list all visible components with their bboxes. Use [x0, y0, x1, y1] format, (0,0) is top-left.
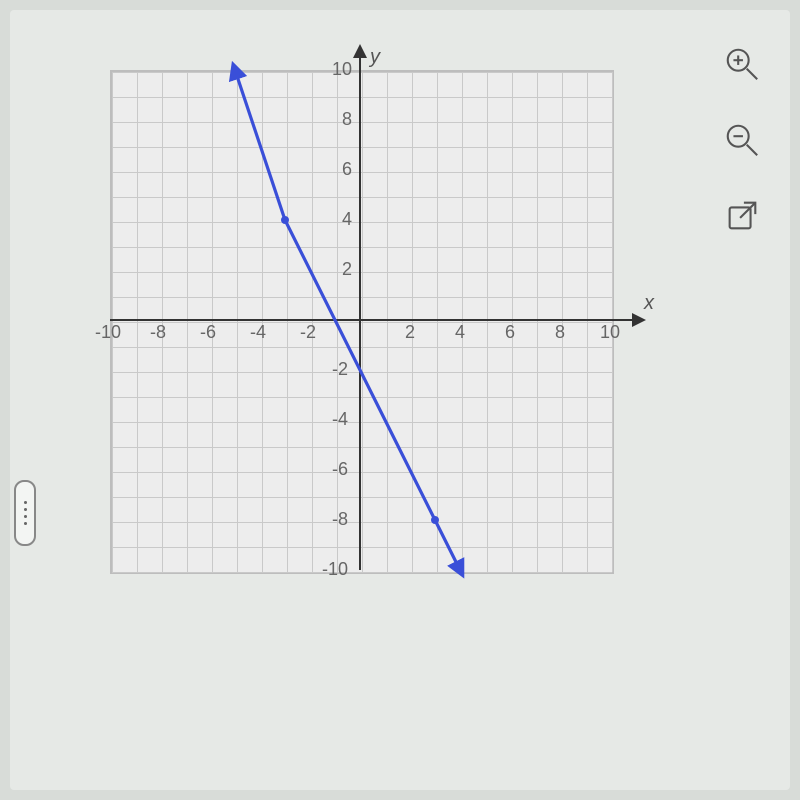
x-tick-label: 6 [505, 322, 515, 343]
y-tick-label: 6 [342, 159, 352, 180]
left-rail [0, 60, 28, 740]
y-tick-label: -6 [332, 459, 348, 480]
x-tick-label: -8 [150, 322, 166, 343]
x-tick-label: 2 [405, 322, 415, 343]
y-tick-label: -8 [332, 509, 348, 530]
plotted-line [110, 70, 610, 570]
x-tick-label: -4 [250, 322, 266, 343]
x-tick-label: -6 [200, 322, 216, 343]
y-tick-label: -10 [322, 559, 348, 580]
open-external-icon [723, 197, 761, 235]
x-tick-label: 8 [555, 322, 565, 343]
y-axis-arrow-icon [353, 44, 367, 58]
y-tick-label: -2 [332, 359, 348, 380]
zoom-in-icon [723, 45, 761, 83]
x-axis-label: x [644, 292, 654, 315]
y-tick-label: 8 [342, 109, 352, 130]
zoom-out-button[interactable] [718, 116, 766, 164]
y-tick-label: 4 [342, 209, 352, 230]
x-tick-label: 10 [600, 322, 620, 343]
line-point-marker [431, 516, 439, 524]
y-tick-label: -4 [332, 409, 348, 430]
zoom-out-icon [723, 121, 761, 159]
drag-handle[interactable] [14, 480, 36, 546]
x-tick-label: 4 [455, 322, 465, 343]
x-tick-label: -10 [95, 322, 121, 343]
grid-line [112, 572, 612, 573]
open-external-button[interactable] [718, 192, 766, 240]
x-axis-arrow-icon [632, 313, 646, 327]
zoom-in-button[interactable] [718, 40, 766, 88]
x-tick-label: -2 [300, 322, 316, 343]
tool-column [712, 40, 772, 240]
y-tick-label: 10 [332, 59, 352, 80]
line-point-marker [281, 216, 289, 224]
y-axis-label: y [370, 46, 380, 69]
y-tick-label: 2 [342, 259, 352, 280]
coordinate-graph: y x -10-8-6-4-2246810-10-8-6-4-2246810 [70, 40, 630, 600]
